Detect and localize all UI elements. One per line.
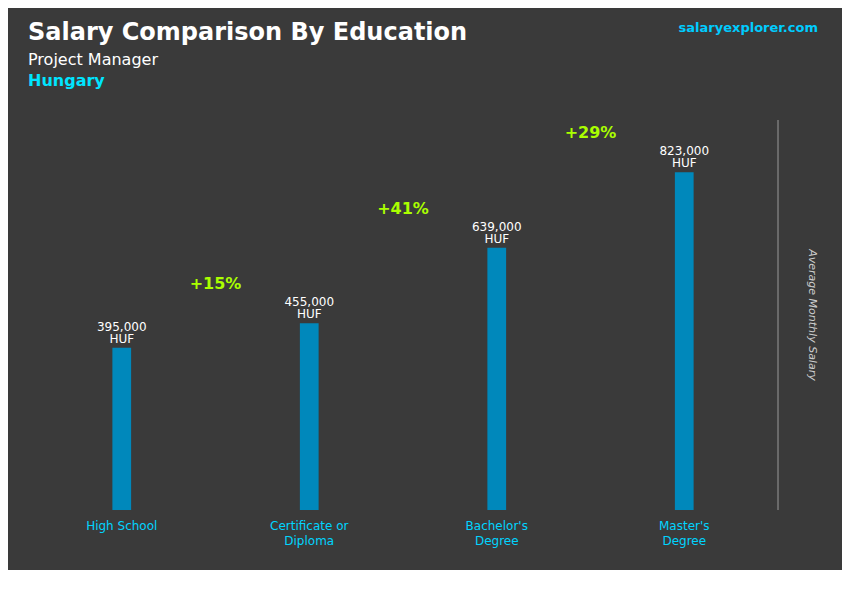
svg-text:455,000HUF: 455,000HUF: [284, 295, 334, 321]
svg-text:Certificate orDiploma: Certificate orDiploma: [270, 519, 348, 548]
html-text:Project Manager: Project Manager: [28, 50, 158, 69]
html-text:Salary Comparison By Education: Salary Comparison By Education: [28, 18, 468, 46]
svg-text:823,000HUF: 823,000HUF: [659, 144, 709, 170]
svg-text:395,000HUF: 395,000HUF: [97, 320, 147, 346]
svg-text:+41%: +41%: [377, 199, 429, 218]
svg-text:639,000HUF: 639,000HUF: [472, 220, 522, 246]
svg-text:Bachelor'sDegree: Bachelor'sDegree: [466, 519, 528, 548]
svg-text:+15%: +15%: [190, 274, 242, 293]
html-text:Hungary: Hungary: [28, 71, 105, 90]
svg-text:Average Monthly Salary: Average Monthly Salary: [806, 248, 819, 381]
svg-text:Master'sDegree: Master'sDegree: [659, 519, 710, 548]
svg-text:+29%: +29%: [565, 123, 617, 142]
html-text:salaryexplorer.com: salaryexplorer.com: [678, 20, 818, 35]
svg-text:High School: High School: [86, 519, 157, 533]
